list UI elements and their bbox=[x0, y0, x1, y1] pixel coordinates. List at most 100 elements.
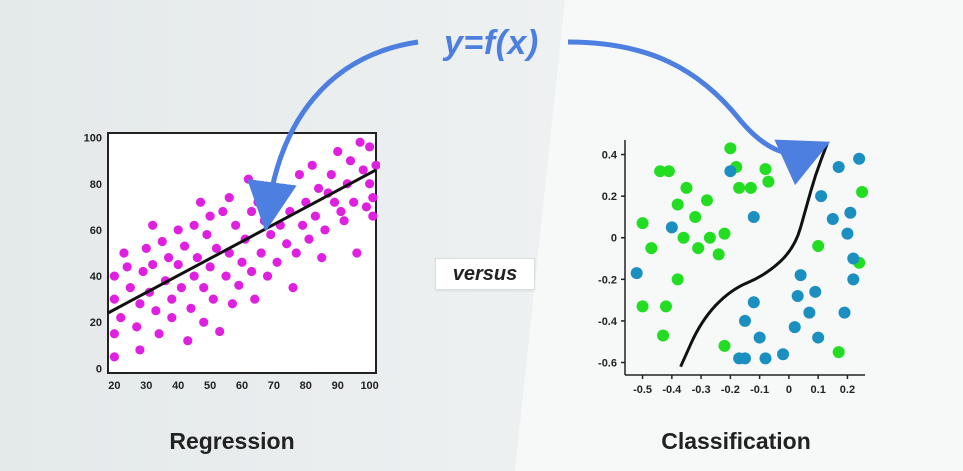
regression-point bbox=[183, 336, 193, 346]
class-b-point bbox=[630, 267, 643, 280]
regression-point bbox=[253, 197, 263, 207]
class-b-point bbox=[665, 221, 678, 234]
regression-x-tick-label: 80 bbox=[300, 380, 312, 392]
class-a-point bbox=[680, 181, 693, 194]
class-a-point bbox=[724, 142, 737, 155]
regression-point bbox=[205, 211, 215, 221]
regression-point bbox=[272, 257, 282, 267]
classification-y-axis: 0.4 0.2 0 -0.2 -0.4 -0.6 bbox=[598, 150, 625, 370]
class-b-point bbox=[724, 165, 737, 178]
classification-x-tick-label: -0.2 bbox=[721, 384, 740, 396]
regression-point bbox=[320, 225, 330, 235]
regression-point bbox=[307, 160, 317, 170]
regression-point bbox=[349, 197, 359, 207]
regression-point bbox=[365, 142, 375, 152]
regression-x-tick-label: 40 bbox=[172, 380, 184, 392]
regression-x-tick-label: 90 bbox=[332, 380, 344, 392]
class-a-point bbox=[654, 165, 667, 178]
regression-point bbox=[151, 306, 161, 316]
regression-x-axis: 20 30 40 50 60 70 80 90 100 bbox=[108, 380, 379, 392]
regression-point bbox=[218, 206, 228, 217]
regression-point bbox=[205, 262, 215, 272]
regression-point bbox=[125, 283, 135, 293]
regression-point bbox=[231, 220, 241, 230]
regression-point bbox=[208, 294, 218, 304]
regression-x-tick-label: 100 bbox=[360, 380, 378, 392]
class-a-point bbox=[645, 242, 658, 255]
regression-point bbox=[148, 259, 158, 270]
class-b-point bbox=[847, 252, 860, 265]
decision-boundary-curve bbox=[679, 143, 829, 368]
regression-point bbox=[237, 257, 247, 267]
class-b-point bbox=[777, 348, 790, 361]
class-a-point bbox=[636, 300, 649, 313]
regression-point bbox=[164, 253, 174, 263]
regression-point bbox=[199, 283, 209, 293]
class-b-point bbox=[753, 331, 766, 344]
regression-point bbox=[361, 202, 372, 212]
class-a-point bbox=[856, 185, 869, 198]
class-a-point bbox=[659, 300, 672, 313]
regression-point bbox=[202, 229, 212, 240]
regression-point bbox=[109, 329, 119, 339]
regression-point bbox=[221, 271, 231, 281]
regression-point bbox=[250, 294, 260, 304]
regression-plot-frame bbox=[107, 132, 377, 374]
regression-point bbox=[157, 236, 167, 247]
regression-point bbox=[148, 220, 158, 230]
class-b-point bbox=[838, 306, 851, 319]
class-a-point bbox=[671, 273, 684, 286]
classification-y-tick-label: 0.4 bbox=[602, 150, 618, 162]
class-a-point bbox=[733, 181, 746, 194]
regression-point bbox=[358, 165, 368, 175]
classification-y-tick-label: -0.2 bbox=[598, 274, 617, 286]
regression-point bbox=[186, 303, 196, 313]
classification-title: Classification bbox=[661, 428, 811, 454]
regression-point bbox=[256, 248, 266, 258]
formula-label: y=f(x) bbox=[444, 24, 539, 62]
regression-point bbox=[234, 280, 244, 290]
regression-point bbox=[336, 206, 346, 217]
regression-y-tick-label: 100 bbox=[84, 133, 102, 145]
regression-point bbox=[243, 174, 253, 184]
classification-y-tick-label: -0.6 bbox=[598, 358, 617, 370]
regression-x-tick-label: 70 bbox=[268, 380, 280, 392]
regression-point bbox=[298, 220, 308, 230]
class-b-point bbox=[788, 321, 801, 334]
regression-x-tick-label: 50 bbox=[204, 380, 216, 392]
regression-title: Regression bbox=[169, 428, 295, 454]
class-b-point bbox=[794, 269, 807, 282]
class-b-point bbox=[747, 296, 760, 309]
regression-point bbox=[154, 329, 164, 339]
regression-y-axis: 0 20 40 60 80 100 bbox=[84, 133, 102, 376]
classification-chart: 0.4 0.2 0 -0.2 -0.4 -0.6 -0.5 -0.4 -0.3 -0.2 -0.1… bbox=[598, 140, 869, 396]
class-b-point bbox=[739, 352, 751, 365]
regression-point bbox=[282, 239, 292, 249]
class-b-point bbox=[841, 227, 854, 240]
regression-point bbox=[189, 271, 199, 281]
classification-x-tick-label: -0.5 bbox=[633, 384, 652, 396]
regression-point bbox=[109, 352, 119, 362]
class-b-point bbox=[759, 352, 772, 365]
regression-point bbox=[167, 294, 177, 304]
regression-point bbox=[135, 299, 145, 309]
regression-point bbox=[288, 283, 298, 293]
class-a-point bbox=[832, 346, 845, 359]
regression-point bbox=[339, 216, 349, 226]
regression-point bbox=[195, 197, 206, 207]
regression-point bbox=[269, 188, 279, 198]
classification-x-tick-label: -0.3 bbox=[692, 384, 711, 396]
regression-point bbox=[227, 299, 238, 309]
regression-point bbox=[368, 193, 378, 203]
class-a-point bbox=[712, 248, 725, 261]
classification-x-tick-label: 0 bbox=[786, 384, 792, 396]
class-b-point bbox=[826, 213, 839, 226]
regression-point bbox=[278, 183, 289, 193]
regression-point bbox=[259, 216, 269, 226]
class-a-point bbox=[671, 198, 684, 211]
classification-points bbox=[630, 142, 869, 365]
regression-point bbox=[109, 294, 119, 304]
regression-point bbox=[329, 197, 340, 207]
regression-point bbox=[135, 345, 145, 355]
regression-point bbox=[167, 313, 177, 323]
